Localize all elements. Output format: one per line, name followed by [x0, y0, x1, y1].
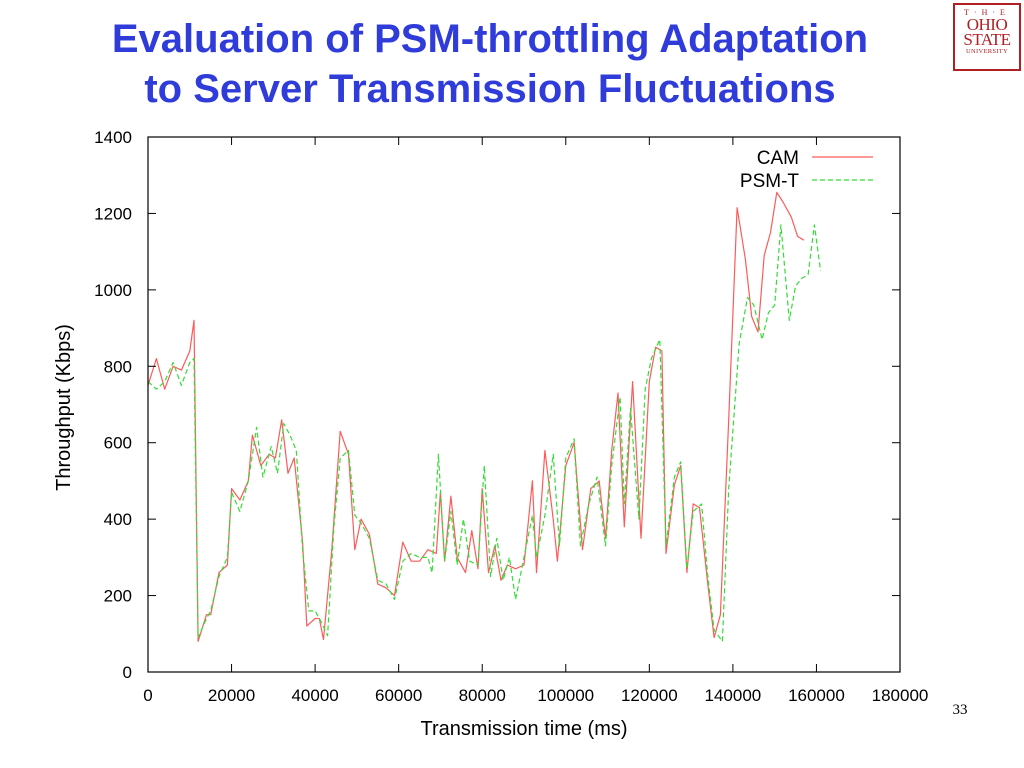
- y-tick-label: 800: [104, 357, 132, 376]
- logo-ohio: OHIO: [966, 15, 1008, 34]
- legend-label-cam: CAM: [757, 148, 799, 169]
- x-tick-label: 0: [143, 686, 152, 705]
- slide-title-line-2: to Server Transmission Fluctuations: [144, 67, 836, 111]
- x-tick-label: 160000: [788, 686, 845, 705]
- x-tick-label: 80000: [459, 686, 506, 705]
- y-tick-label: 0: [123, 663, 132, 682]
- logo-the: T·H·E: [964, 8, 1010, 17]
- x-tick-label: 180000: [872, 686, 929, 705]
- slide-title: Evaluation of PSM-throttling Adaptation …: [40, 14, 940, 114]
- x-tick-label: 60000: [375, 686, 422, 705]
- legend-label-psm-t: PSM-T: [740, 171, 800, 192]
- x-tick-label: 20000: [208, 686, 255, 705]
- y-tick-label: 1200: [94, 204, 132, 223]
- x-axis-label: Transmission time (ms): [420, 718, 627, 740]
- x-tick-label: 40000: [291, 686, 338, 705]
- logo-university: UNIVERSITY: [966, 48, 1008, 55]
- x-tick-label: 100000: [537, 686, 594, 705]
- ohio-state-logo: T·H·E OHIO STATE UNIVERSITY: [953, 3, 1021, 71]
- logo-state: STATE: [963, 30, 1011, 49]
- y-tick-label: 1000: [94, 281, 132, 300]
- y-axis-label: Throughput (Kbps): [53, 324, 75, 491]
- x-tick-label: 120000: [621, 686, 678, 705]
- y-tick-label: 200: [104, 587, 132, 606]
- series-line-psm-t: [147, 224, 822, 643]
- slide-title-line-1: Evaluation of PSM-throttling Adaptation: [111, 17, 869, 61]
- y-tick-label: 1400: [94, 128, 132, 147]
- page-number: 33: [952, 702, 968, 718]
- y-tick-label: 600: [104, 434, 132, 453]
- ticks-layer: 0 200 400 600 800 1000 1200 1400 0 20000 40000 6000…: [94, 128, 928, 705]
- y-tick-label: 400: [104, 510, 132, 529]
- series-layer: [147, 191, 822, 643]
- plot-frame: [147, 136, 901, 673]
- series-line-cam: [147, 191, 805, 643]
- x-tick-label: 140000: [705, 686, 762, 705]
